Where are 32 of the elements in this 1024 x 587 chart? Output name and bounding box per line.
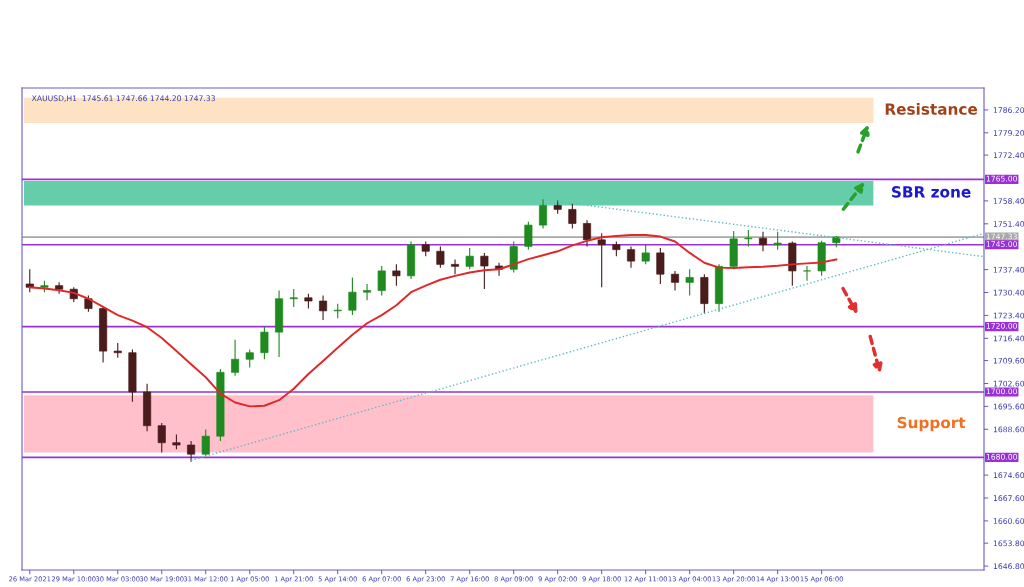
candlestick [641,244,650,265]
candlestick [319,294,328,321]
candlestick [451,258,460,275]
candlestick [187,440,196,463]
candlestick [157,422,166,454]
candlestick [656,247,665,285]
candlestick [802,265,812,282]
candlestick [480,252,489,290]
candlestick [231,339,240,377]
candlestick [363,283,372,301]
candlestick [25,268,34,293]
candlestick [627,245,636,269]
candlestick [465,247,474,270]
band-label: Resistance [885,103,978,115]
candlestick [201,429,210,457]
candlestick [583,219,592,247]
candlestick [524,221,533,251]
candlestick [568,203,577,229]
candlestick [348,276,357,316]
band-label: SBR zone [892,186,971,198]
candlestick [597,232,606,288]
candlestick [509,240,518,274]
candlestick [436,245,445,269]
band-label: Support [897,416,966,432]
candlestick [671,270,680,292]
candlestick [392,263,401,287]
candlestick [539,198,548,229]
candlestick [55,281,64,295]
candlestick [260,325,269,360]
candlestick [758,231,768,252]
candlestick [377,265,386,297]
candlestick [685,268,694,297]
